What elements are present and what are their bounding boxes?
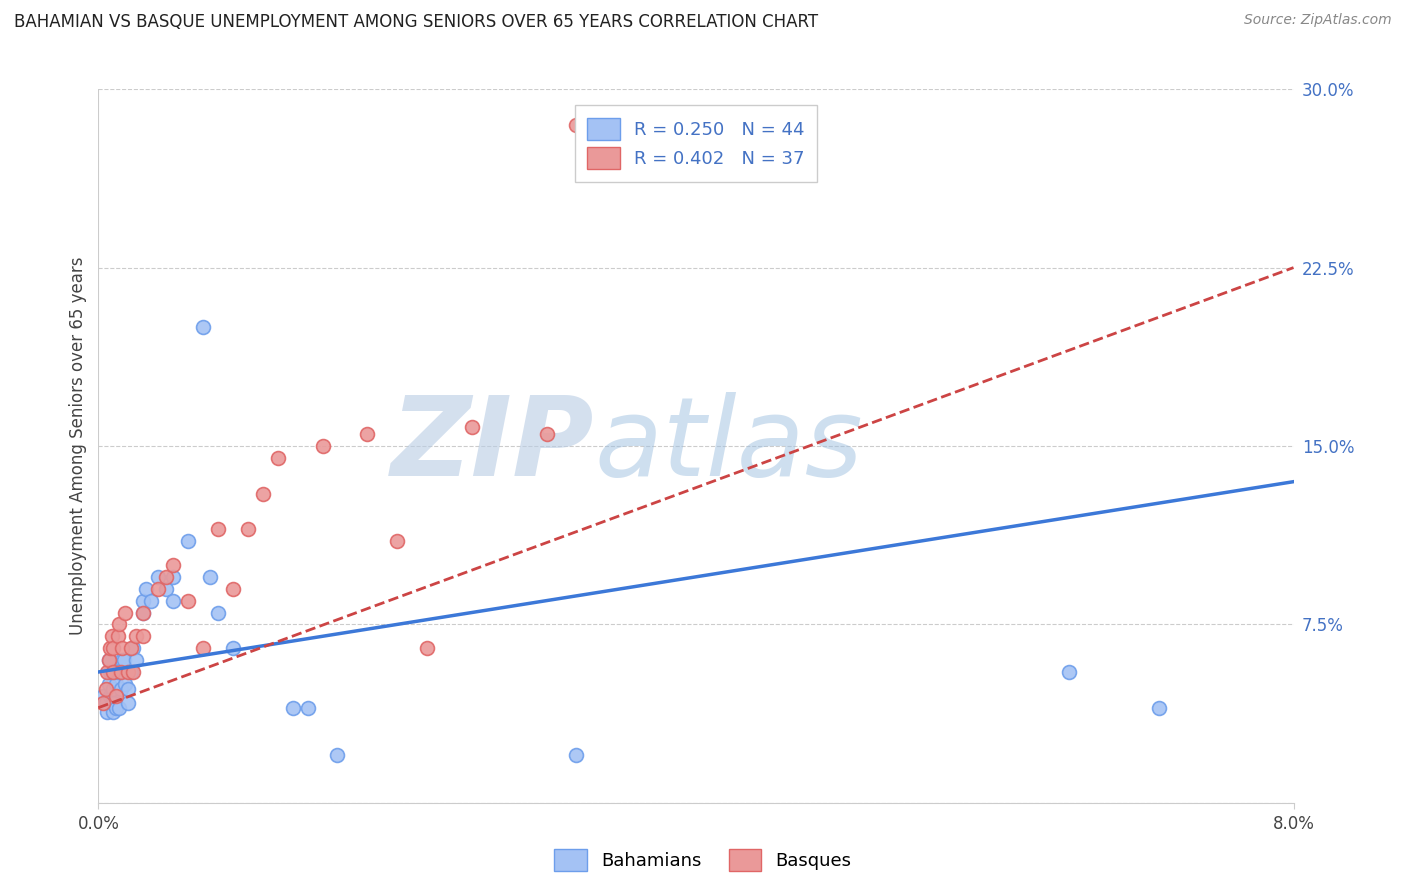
Point (112, 653, 135, 667)
Point (148, 582, 170, 596)
Point (132, 606, 155, 620)
Point (114, 677, 136, 691)
Point (97, 653, 120, 667)
Point (96, 706, 118, 720)
Legend: R = 0.250   N = 44, R = 0.402   N = 37: R = 0.250 N = 44, R = 0.402 N = 37 (575, 105, 817, 182)
Point (222, 641, 245, 656)
Point (311, 439, 333, 453)
Point (121, 641, 143, 656)
Point (111, 653, 134, 667)
Point (461, 420, 484, 434)
Point (162, 558, 184, 572)
Point (236, 522, 259, 536)
Point (1059, 665, 1081, 679)
Point (177, 593, 200, 607)
Point (107, 665, 129, 679)
Point (1147, 700, 1170, 714)
Point (132, 629, 155, 643)
Point (281, 700, 304, 714)
Point (120, 641, 142, 656)
Point (97, 653, 120, 667)
Point (207, 522, 229, 536)
Point (101, 689, 124, 703)
Point (252, 486, 274, 500)
Point (222, 582, 245, 596)
Point (200, 570, 222, 584)
Point (356, 427, 378, 442)
Point (105, 689, 128, 703)
Point (565, 748, 588, 763)
Point (536, 427, 558, 442)
Point (97, 677, 120, 691)
Point (267, 450, 290, 465)
Point (103, 706, 125, 720)
Point (91, 696, 114, 710)
Point (125, 629, 148, 643)
Text: ZIP: ZIP (391, 392, 595, 500)
Point (108, 617, 131, 632)
Point (107, 629, 129, 643)
Point (191, 641, 214, 656)
Point (114, 606, 136, 620)
Point (326, 748, 349, 763)
Point (117, 681, 139, 696)
Point (105, 700, 128, 714)
Y-axis label: Unemployment Among Seniors over 65 years: Unemployment Among Seniors over 65 years (69, 257, 87, 635)
Point (101, 629, 124, 643)
Point (177, 534, 200, 549)
Point (416, 641, 439, 656)
Point (103, 665, 125, 679)
Point (105, 677, 128, 691)
Point (132, 606, 155, 620)
Text: BAHAMIAN VS BASQUE UNEMPLOYMENT AMONG SENIORS OVER 65 YEARS CORRELATION CHART: BAHAMIAN VS BASQUE UNEMPLOYMENT AMONG SE… (14, 13, 818, 31)
Text: atlas: atlas (595, 392, 863, 500)
Point (94, 696, 117, 710)
Point (94, 681, 117, 696)
Point (98, 689, 122, 703)
Point (135, 582, 157, 596)
Point (139, 593, 162, 607)
Point (103, 665, 125, 679)
Point (96, 665, 118, 679)
Point (103, 696, 125, 710)
Point (565, 118, 588, 132)
Point (110, 665, 132, 679)
Point (121, 665, 143, 679)
Point (103, 681, 125, 696)
Point (91, 689, 114, 703)
Point (162, 593, 184, 607)
Point (98, 665, 122, 679)
Point (120, 665, 142, 679)
Legend: Bahamians, Basques: Bahamians, Basques (547, 842, 859, 879)
Point (98, 641, 122, 656)
Point (148, 570, 170, 584)
Text: Source: ZipAtlas.com: Source: ZipAtlas.com (1244, 13, 1392, 28)
Point (110, 681, 132, 696)
Point (162, 570, 184, 584)
Point (155, 570, 177, 584)
Point (191, 320, 214, 334)
Point (155, 582, 177, 596)
Point (117, 696, 139, 710)
Point (132, 593, 155, 607)
Point (111, 641, 134, 656)
Point (103, 641, 125, 656)
Point (108, 700, 131, 714)
Point (125, 653, 148, 667)
Point (385, 534, 409, 549)
Point (297, 700, 319, 714)
Point (207, 606, 229, 620)
Point (117, 665, 139, 679)
